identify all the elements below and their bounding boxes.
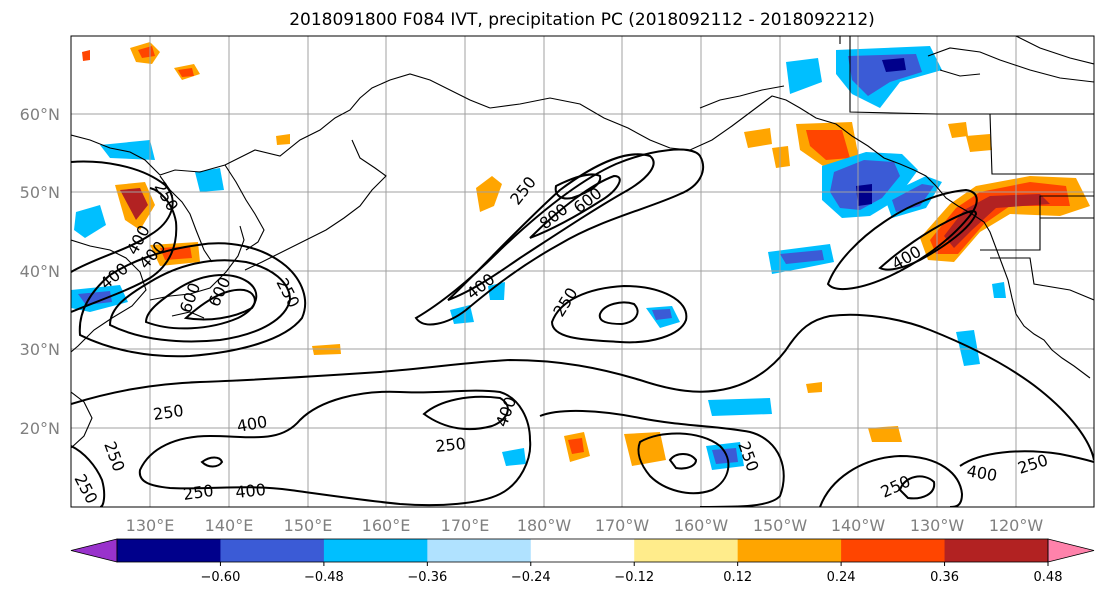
colorbar-tick-label: −0.24 bbox=[511, 570, 551, 585]
colorbar: −0.60 −0.48 −0.36 −0.24 −0.12 0.12 0.24 0.36 0.4… bbox=[70, 538, 1095, 585]
precip-positive-patch bbox=[476, 176, 502, 212]
precip-negative-patch bbox=[780, 250, 824, 264]
precip-negative-patch bbox=[708, 398, 772, 416]
map-panel: 250 400 600 800 600 400 250 250 400 250 … bbox=[70, 35, 1095, 508]
lat-label: 50°N bbox=[20, 183, 60, 202]
precip-negative-patch bbox=[882, 58, 906, 72]
colorbar-swatch bbox=[841, 539, 946, 562]
precip-negative-patch bbox=[450, 305, 474, 324]
precip-negative-patch bbox=[488, 282, 505, 300]
precip-negative-patch bbox=[195, 168, 224, 192]
coastlines bbox=[71, 36, 1094, 449]
map-frame bbox=[70, 35, 1095, 508]
lat-label: 60°N bbox=[20, 105, 60, 124]
precip-negative-patch bbox=[956, 330, 980, 366]
colorbar-tick-label: 0.12 bbox=[723, 570, 752, 585]
latitude-labels: 60°N 50°N 40°N 30°N 20°N bbox=[20, 105, 60, 438]
precip-positive-patch bbox=[868, 426, 902, 442]
colorbar-ticks: −0.60 −0.48 −0.36 −0.24 −0.12 0.12 0.24 0.36 0.4… bbox=[201, 562, 1063, 585]
colorbar-segments bbox=[70, 538, 1095, 563]
colorbar-tick-label: 0.48 bbox=[1034, 570, 1063, 585]
colorbar-tick-label: 0.36 bbox=[930, 570, 959, 585]
colorbar-swatch bbox=[634, 539, 739, 562]
lat-label: 40°N bbox=[20, 262, 60, 281]
lon-label: 140°E bbox=[205, 516, 254, 535]
precip-positive-patch bbox=[178, 68, 194, 77]
colorbar-swatch bbox=[220, 539, 325, 562]
precip-negative-patch bbox=[892, 184, 934, 212]
lon-label: 150°W bbox=[753, 516, 808, 535]
contour-label: 250 bbox=[434, 434, 466, 456]
precip-negative-patch bbox=[652, 309, 672, 320]
contour-label: 250 bbox=[182, 481, 215, 504]
precip-positive-patch bbox=[744, 128, 772, 148]
precip-positive-patch bbox=[160, 246, 192, 260]
lon-label: 170°W bbox=[595, 516, 650, 535]
colorbar-outline bbox=[116, 538, 1049, 563]
colorbar-tick-label: −0.36 bbox=[407, 570, 447, 585]
precip-negative-patch bbox=[786, 58, 822, 94]
precip-pc-shading bbox=[71, 42, 1090, 470]
lon-label: 130°E bbox=[126, 516, 175, 535]
colorbar-swatch bbox=[323, 539, 428, 562]
lon-label: 180°W bbox=[517, 516, 572, 535]
lon-label: 170°E bbox=[441, 516, 490, 535]
precip-positive-patch bbox=[120, 188, 148, 220]
colorbar-swatch bbox=[530, 539, 635, 562]
longitude-labels: 130°E 140°E 150°E 160°E 170°E 180°W 170°… bbox=[126, 516, 1044, 535]
ivt-contours bbox=[71, 148, 1094, 507]
colorbar-tick-label: 0.24 bbox=[827, 570, 856, 585]
precip-negative-patch bbox=[100, 140, 155, 160]
colorbar-swatch bbox=[944, 539, 1049, 562]
colorbar-tick-label: −0.48 bbox=[304, 570, 344, 585]
precip-positive-patch bbox=[138, 46, 155, 58]
lon-label: 130°W bbox=[910, 516, 965, 535]
precip-negative-patch bbox=[502, 448, 526, 466]
colorbar-swatch bbox=[427, 539, 532, 562]
precip-positive-patch bbox=[948, 122, 968, 138]
precip-negative-patch bbox=[712, 448, 738, 464]
colorbar-extend-min bbox=[70, 538, 118, 563]
lon-label: 150°E bbox=[284, 516, 333, 535]
precip-positive-patch bbox=[276, 134, 290, 145]
precip-positive-patch bbox=[966, 134, 992, 152]
precip-negative-patch bbox=[74, 205, 106, 238]
precip-positive-patch bbox=[82, 50, 90, 61]
colorbar-extend-max bbox=[1047, 538, 1095, 563]
precip-positive-patch bbox=[944, 194, 1050, 248]
precip-positive-patch bbox=[568, 438, 584, 454]
lon-label: 160°W bbox=[674, 516, 729, 535]
lon-label: 160°E bbox=[362, 516, 411, 535]
lat-label: 20°N bbox=[20, 419, 60, 438]
precip-positive-patch bbox=[772, 146, 790, 168]
colorbar-swatch bbox=[117, 539, 221, 562]
contour-label: 400 bbox=[234, 480, 266, 502]
precip-positive-patch bbox=[806, 382, 822, 393]
lat-label: 30°N bbox=[20, 340, 60, 359]
colorbar-tick-label: −0.12 bbox=[614, 570, 654, 585]
contour-label: 250 bbox=[152, 401, 185, 424]
colorbar-swatch bbox=[737, 539, 842, 562]
precip-positive-patch bbox=[806, 130, 850, 160]
precip-negative-patch bbox=[856, 184, 872, 206]
lon-label: 140°W bbox=[831, 516, 886, 535]
colorbar-tick-label: −0.60 bbox=[201, 570, 241, 585]
lon-label: 120°W bbox=[989, 516, 1044, 535]
map-title: 2018091800 F084 IVT, precipitation PC (2… bbox=[289, 10, 875, 30]
precip-negative-patch bbox=[992, 282, 1006, 298]
precip-positive-patch bbox=[624, 432, 666, 466]
